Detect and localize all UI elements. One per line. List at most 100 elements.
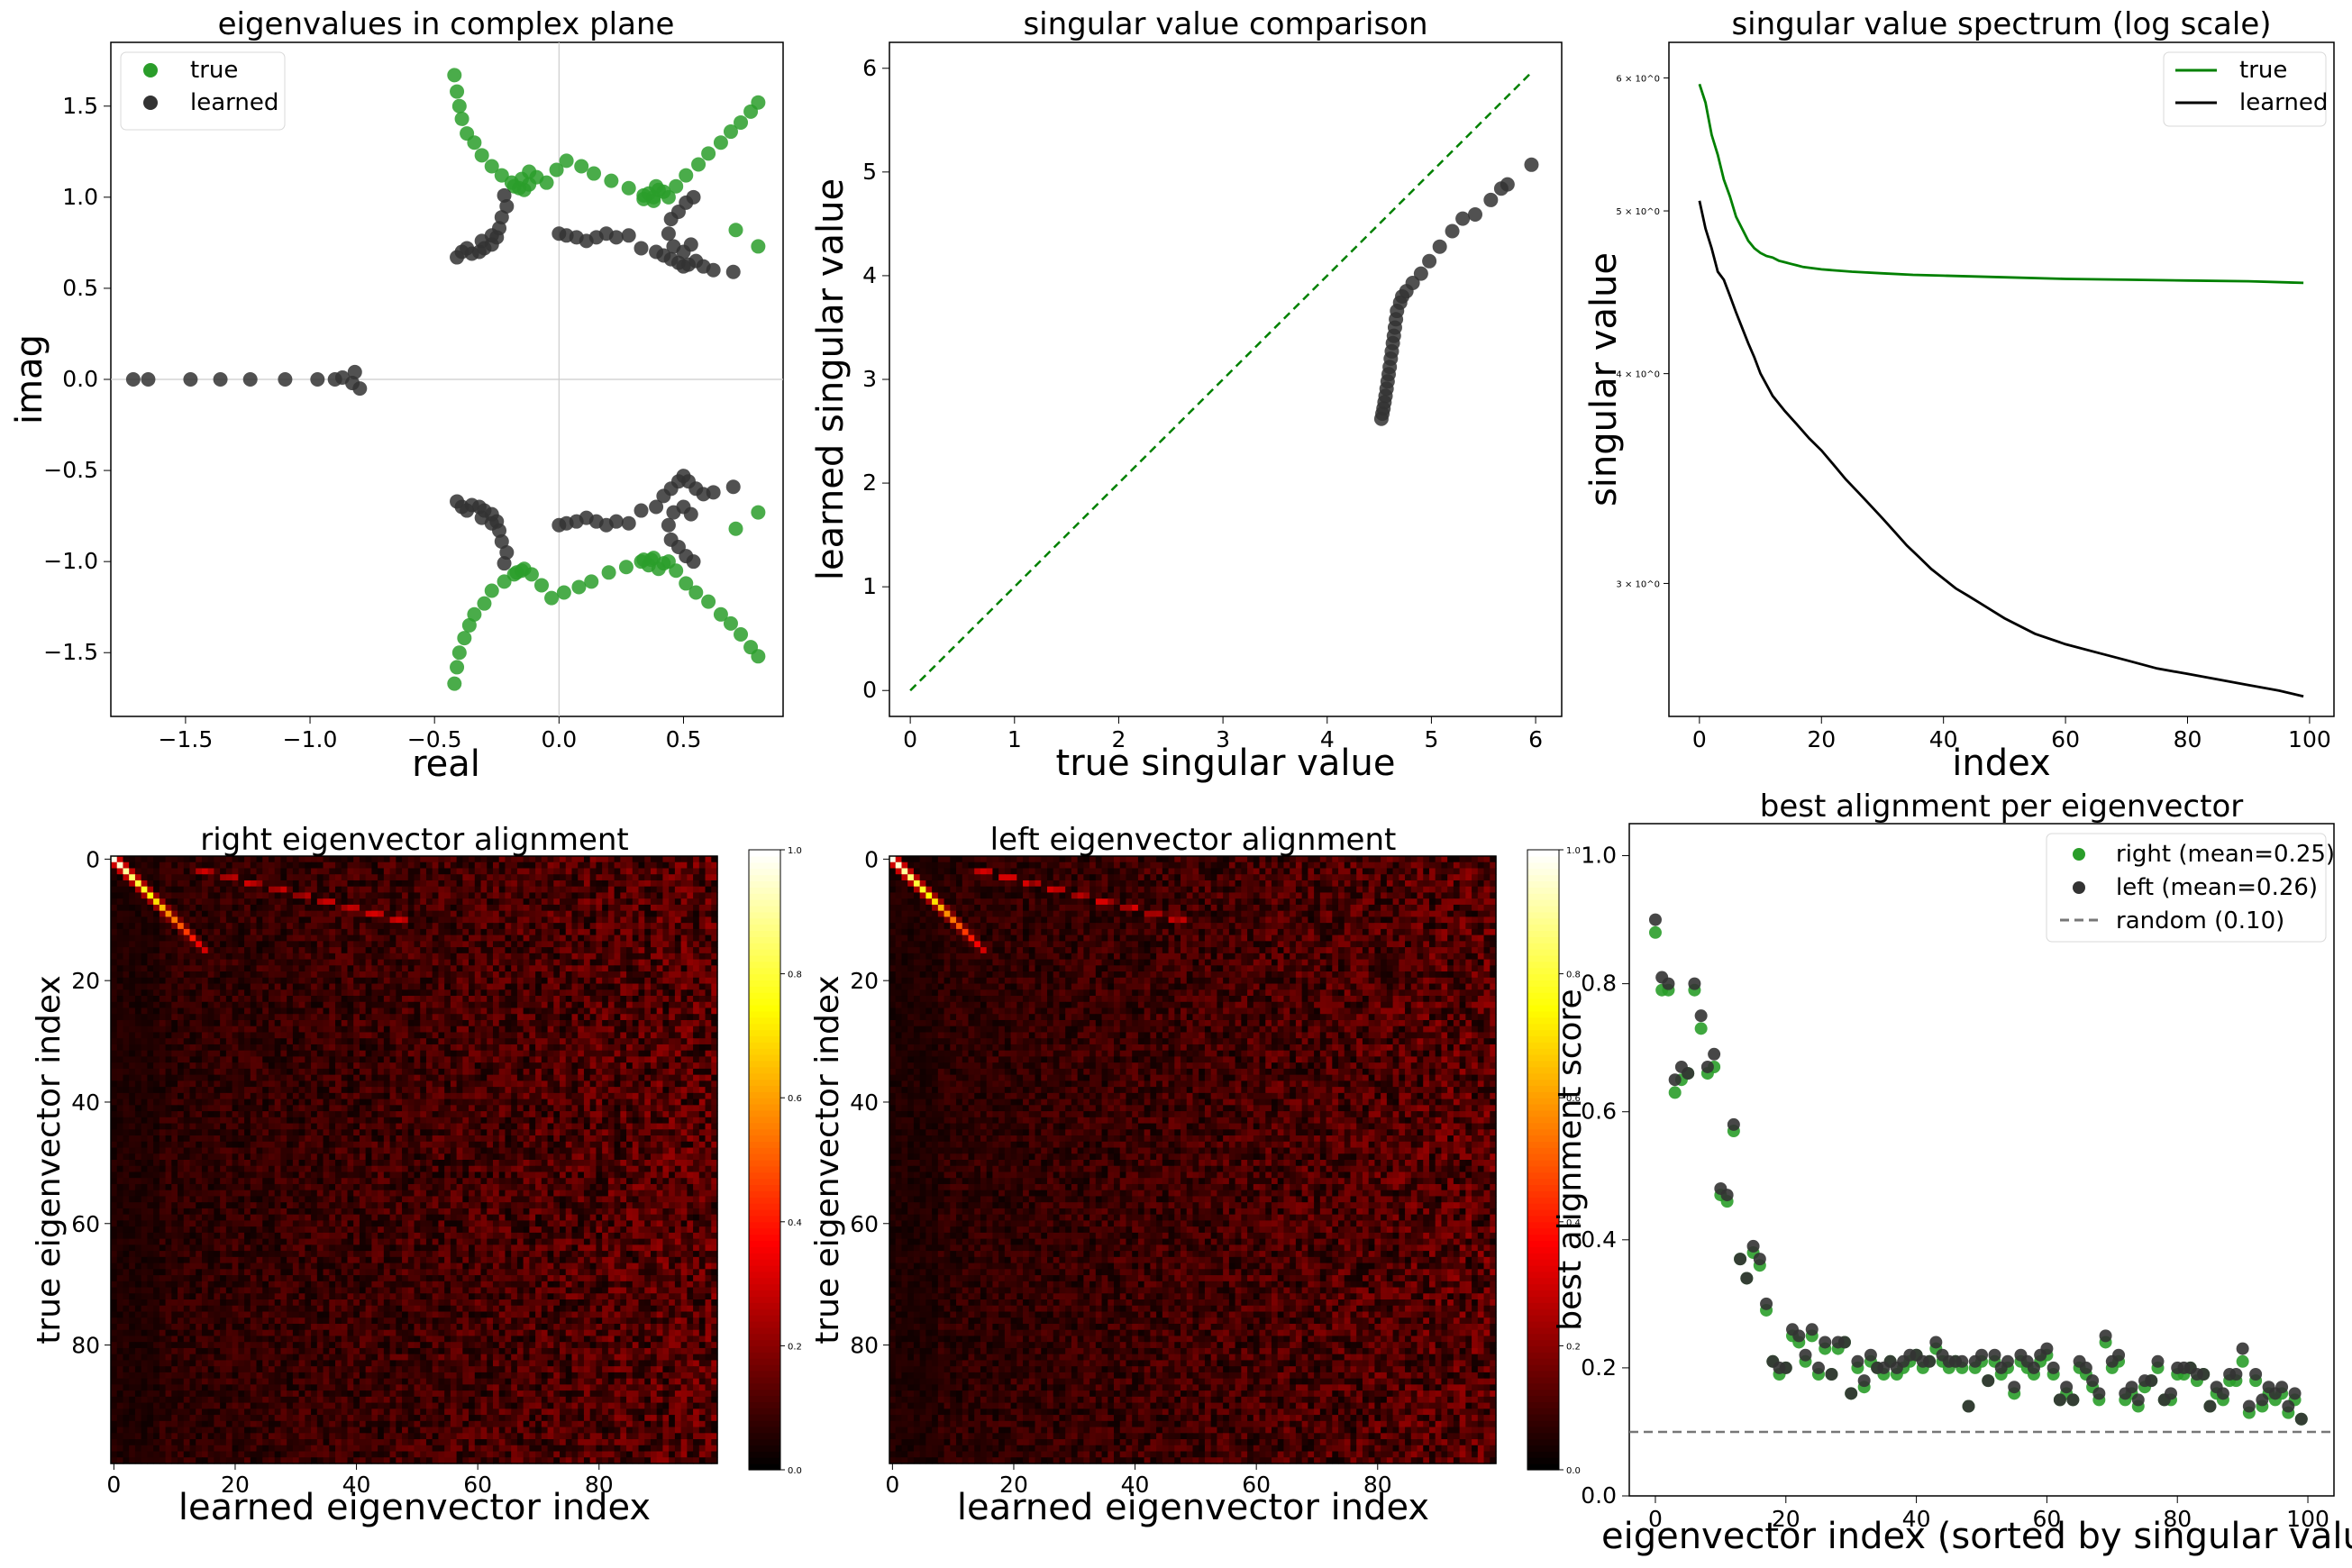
panel4-cell bbox=[166, 911, 172, 917]
panel4-cell bbox=[644, 1056, 651, 1062]
panel4-cell bbox=[287, 1075, 293, 1081]
panel4-cell bbox=[457, 1026, 463, 1033]
panel4-cell bbox=[511, 929, 517, 935]
panel4-cell bbox=[342, 1105, 348, 1111]
panel4-cell bbox=[189, 1044, 196, 1051]
panel4-cell bbox=[511, 965, 517, 971]
panel4-cell bbox=[123, 880, 129, 887]
panel4-cell bbox=[396, 1080, 402, 1087]
panel4-cell bbox=[639, 941, 645, 947]
panel4-cell bbox=[189, 941, 196, 947]
panel4-cell bbox=[129, 1080, 135, 1087]
panel4-cell bbox=[651, 1080, 657, 1087]
panel4-cell bbox=[608, 1111, 615, 1117]
panel4-cell bbox=[299, 1044, 305, 1051]
panel4-cell bbox=[135, 916, 141, 923]
panel4-cell bbox=[257, 923, 263, 929]
panel4-cell bbox=[524, 1111, 530, 1117]
panel4-cell bbox=[166, 953, 172, 960]
panel4-cell bbox=[220, 1026, 226, 1033]
panel4-cell bbox=[469, 911, 475, 917]
panel4-cell bbox=[596, 978, 602, 984]
panel4-cell bbox=[657, 1069, 663, 1075]
panel4-cell bbox=[220, 935, 226, 942]
panel4-cell bbox=[262, 989, 269, 996]
panel1-legend-learned-label: learned bbox=[190, 89, 278, 116]
panel4-cell bbox=[269, 1111, 275, 1117]
panel4-cell bbox=[257, 898, 263, 905]
panel4-cell bbox=[257, 1093, 263, 1099]
panel4-cell bbox=[384, 947, 390, 953]
panel4-cell bbox=[262, 984, 269, 990]
true-eigenvalue-point bbox=[729, 522, 743, 536]
panel4-cell bbox=[214, 1087, 220, 1093]
panel4-cell bbox=[584, 880, 590, 887]
panel4-cell bbox=[596, 929, 602, 935]
panel4-cell bbox=[141, 1099, 148, 1106]
panel4-cell bbox=[620, 1026, 626, 1033]
panel4-cell bbox=[232, 898, 239, 905]
panel4-cell bbox=[275, 1002, 281, 1008]
panel4-cell bbox=[542, 1075, 548, 1081]
panel4-cell bbox=[699, 1129, 706, 1135]
panel4-cell bbox=[202, 1044, 208, 1051]
panel4-cell bbox=[196, 989, 202, 996]
panel4-cell bbox=[596, 892, 602, 898]
panel4-cell bbox=[633, 1062, 639, 1069]
panel4-cell bbox=[438, 916, 444, 923]
panel4-cell bbox=[141, 996, 148, 1002]
panel4-cell bbox=[529, 1032, 535, 1038]
panel4-cell bbox=[257, 953, 263, 960]
panel4-cell bbox=[317, 1044, 324, 1051]
panel4-cell bbox=[433, 1056, 439, 1062]
panel2-ytick-label: 4 bbox=[862, 262, 877, 288]
panel4-cell bbox=[153, 935, 160, 942]
panel4-cell bbox=[305, 978, 311, 984]
panel4-cell bbox=[693, 1014, 699, 1020]
panel4-cell bbox=[171, 1093, 178, 1099]
panel4-cell bbox=[366, 862, 372, 869]
panel1-legend-learned-marker bbox=[143, 96, 158, 110]
panel4-cell bbox=[305, 1135, 311, 1142]
panel4-cell bbox=[524, 1062, 530, 1069]
panel4-cell bbox=[693, 905, 699, 911]
panel4-cell bbox=[578, 868, 584, 874]
panel4-cell bbox=[232, 1129, 239, 1135]
learned-eigenvalue-point bbox=[707, 485, 721, 499]
panel4-cell bbox=[499, 880, 506, 887]
panel4-cell bbox=[147, 1111, 153, 1117]
panel4-cell bbox=[571, 892, 578, 898]
learned-eigenvalue-point bbox=[687, 554, 701, 569]
panel4-cell bbox=[571, 984, 578, 990]
panel4-cell bbox=[208, 1014, 214, 1020]
panel4-cell bbox=[317, 923, 324, 929]
panel4-cell bbox=[669, 898, 675, 905]
panel4-cell bbox=[462, 1117, 469, 1124]
panel4-cell bbox=[542, 1111, 548, 1117]
panel4-cell bbox=[608, 971, 615, 978]
panel4-cell bbox=[342, 868, 348, 874]
panel4-cell bbox=[584, 923, 590, 929]
panel4-cell bbox=[615, 874, 621, 880]
panel4-cell bbox=[324, 923, 330, 929]
panel4-cell bbox=[171, 923, 178, 929]
panel4-cell bbox=[633, 1008, 639, 1015]
panel4-cell bbox=[317, 989, 324, 996]
panel4-cell bbox=[693, 1051, 699, 1057]
panel4-cell bbox=[535, 898, 542, 905]
panel4-cell bbox=[342, 1099, 348, 1106]
panel4-cell bbox=[160, 1020, 166, 1026]
panel4-cell bbox=[396, 1124, 402, 1130]
panel4-cell bbox=[202, 984, 208, 990]
panel4-cell bbox=[548, 1117, 554, 1124]
panel4-cell bbox=[153, 941, 160, 947]
panel4-cell bbox=[487, 965, 493, 971]
panel4-cell bbox=[335, 916, 342, 923]
panel4-cell bbox=[415, 1093, 421, 1099]
panel4-cell bbox=[171, 941, 178, 947]
panel4-cell bbox=[178, 892, 184, 898]
panel4-cell bbox=[226, 941, 232, 947]
panel4-cell bbox=[487, 905, 493, 911]
panel4-cell bbox=[511, 1124, 517, 1130]
panel4-cell bbox=[662, 880, 669, 887]
